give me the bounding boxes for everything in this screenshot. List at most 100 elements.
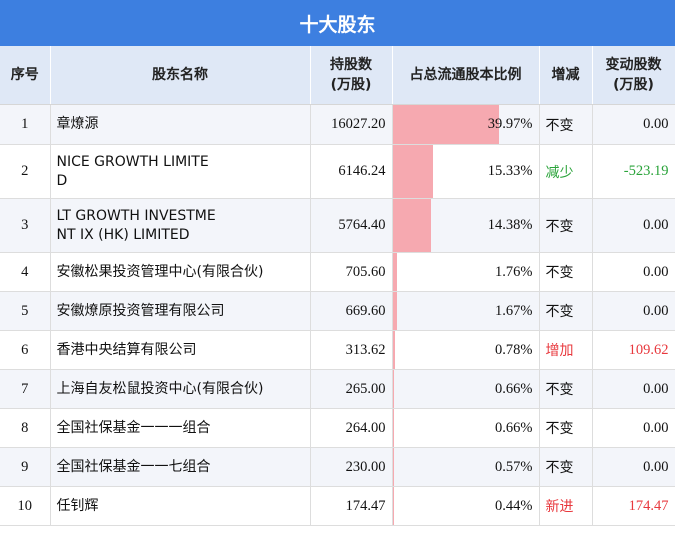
row-ratio: 0.66% (392, 408, 540, 448)
row-ratio: 15.33% (392, 144, 540, 199)
row-change: 不变 (539, 408, 593, 448)
row-delta: 0.00 (592, 198, 675, 253)
ratio-text: 0.66% (495, 380, 533, 397)
row-name: 章燎源 (50, 104, 311, 145)
shareholder-name-line2: NT IX (HK) LIMITED (56, 226, 190, 243)
ratio-text: 0.57% (495, 458, 533, 475)
row-ratio: 39.97% (392, 104, 540, 145)
header-delta-line1: 变动股数 (605, 57, 662, 73)
row-delta: 0.00 (592, 447, 675, 487)
row-change: 新进 (539, 486, 593, 526)
row-seq: 5 (0, 291, 51, 331)
table-row: 6 香港中央结算有限公司 313.62 0.78% 增加 109.62 (0, 330, 675, 370)
row-ratio: 0.78% (392, 330, 540, 370)
row-name: LT GROWTH INVESTME NT IX (HK) LIMITED (50, 198, 311, 253)
ratio-bar (392, 292, 397, 330)
header-seq: 序号 (0, 46, 51, 105)
header-ratio: 占总流通股本比例 (392, 46, 540, 105)
row-shares: 264.00 (310, 408, 393, 448)
ratio-text: 14.38% (487, 217, 533, 233)
ratio-bar (392, 448, 394, 486)
header-delta-line2: (万股) (613, 77, 654, 93)
row-shares: 265.00 (310, 369, 393, 409)
table-row: 8 全国社保基金一一一组合 264.00 0.66% 不变 0.00 (0, 408, 675, 448)
row-delta: 0.00 (592, 369, 675, 409)
row-change: 减少 (539, 144, 593, 199)
row-change: 不变 (539, 104, 593, 145)
ratio-bar (392, 487, 394, 525)
shareholder-name: 章燎源 (56, 116, 99, 132)
shareholder-name: 香港中央结算有限公司 (56, 341, 197, 358)
table-row: 10 任钊辉 174.47 0.44% 新进 174.47 (0, 486, 675, 526)
header-shares: 持股数 (万股) (310, 46, 393, 105)
row-shares: 705.60 (310, 252, 393, 292)
shareholder-name: 上海自友松鼠投资中心(有限合伙) (56, 380, 264, 397)
row-shares: 16027.20 (310, 104, 393, 145)
ratio-text: 0.44% (495, 497, 533, 514)
row-ratio: 0.66% (392, 369, 540, 409)
ratio-bar (392, 331, 395, 369)
row-seq: 3 (0, 198, 51, 253)
row-name: 任钊辉 (50, 486, 311, 526)
row-delta: 109.62 (592, 330, 675, 370)
ratio-bar (392, 145, 434, 198)
ratio-text: 1.76% (495, 263, 533, 280)
ratio-text: 0.66% (495, 419, 533, 436)
row-seq: 4 (0, 252, 51, 292)
row-change: 不变 (539, 252, 593, 292)
row-delta: 0.00 (592, 104, 675, 145)
ratio-text: 39.97% (487, 116, 533, 132)
shareholder-name: 全国社保基金一一一组合 (56, 419, 211, 436)
shareholder-name-line2: D (56, 172, 68, 189)
row-name: NICE GROWTH LIMITE D (50, 144, 311, 199)
row-ratio: 1.76% (392, 252, 540, 292)
row-seq: 1 (0, 104, 51, 145)
table-row: 7 上海自友松鼠投资中心(有限合伙) 265.00 0.66% 不变 0.00 (0, 369, 675, 409)
ratio-bar (392, 199, 431, 252)
row-seq: 7 (0, 369, 51, 409)
row-name: 安徽松果投资管理中心(有限合伙) (50, 252, 311, 292)
shareholder-name: 任钊辉 (56, 497, 99, 514)
row-delta: 0.00 (592, 291, 675, 331)
row-ratio: 14.38% (392, 198, 540, 253)
header-shares-line1: 持股数 (330, 57, 372, 73)
table-row: 2 NICE GROWTH LIMITE D 6146.24 15.33% 减少 -523.… (0, 144, 675, 199)
shareholder-name: 全国社保基金一一七组合 (56, 458, 211, 475)
shareholder-name: 安徽燎原投资管理有限公司 (56, 302, 225, 319)
shareholder-name-line1: LT GROWTH INVESTME (56, 207, 216, 224)
ratio-text: 1.67% (495, 302, 533, 319)
shareholder-name-line1: NICE GROWTH LIMITE (56, 153, 209, 170)
table-row: 5 安徽燎原投资管理有限公司 669.60 1.67% 不变 0.00 (0, 291, 675, 331)
header-delta: 变动股数 (万股) (592, 46, 675, 105)
row-seq: 8 (0, 408, 51, 448)
table-row: 1 章燎源 16027.20 39.97% 不变 0.00 (0, 104, 675, 145)
ratio-bar (392, 409, 395, 447)
row-seq: 6 (0, 330, 51, 370)
row-name: 香港中央结算有限公司 (50, 330, 311, 370)
row-change: 不变 (539, 369, 593, 409)
row-change: 不变 (539, 198, 593, 253)
row-delta: -523.19 (592, 144, 675, 199)
row-ratio: 1.67% (392, 291, 540, 331)
header-name: 股东名称 (50, 46, 311, 105)
row-shares: 5764.40 (310, 198, 393, 253)
row-seq: 9 (0, 447, 51, 487)
row-name: 全国社保基金一一七组合 (50, 447, 311, 487)
row-change: 不变 (539, 291, 593, 331)
row-shares: 174.47 (310, 486, 393, 526)
ratio-text: 15.33% (487, 163, 533, 179)
row-name: 安徽燎原投资管理有限公司 (50, 291, 311, 331)
row-change: 增加 (539, 330, 593, 370)
header-row: 序号 股东名称 持股数 (万股) 占总流通股本比例 增减 变动股数 (万股) (0, 46, 675, 105)
table-row: 4 安徽松果投资管理中心(有限合伙) 705.60 1.76% 不变 0.00 (0, 252, 675, 292)
row-shares: 669.60 (310, 291, 393, 331)
table-body: 1 章燎源 16027.20 39.97% 不变 0.00 2 NICE GROWTH LIM… (0, 104, 675, 526)
ratio-text: 0.78% (495, 341, 533, 358)
shareholders-table: 序号 股东名称 持股数 (万股) 占总流通股本比例 增减 变动股数 (万股) 1 章燎… (0, 46, 675, 526)
row-shares: 230.00 (310, 447, 393, 487)
table-title: 十大股东 (0, 0, 675, 46)
row-name: 全国社保基金一一一组合 (50, 408, 311, 448)
ratio-bar (392, 105, 499, 144)
shareholder-name: 安徽松果投资管理中心(有限合伙) (56, 263, 264, 280)
